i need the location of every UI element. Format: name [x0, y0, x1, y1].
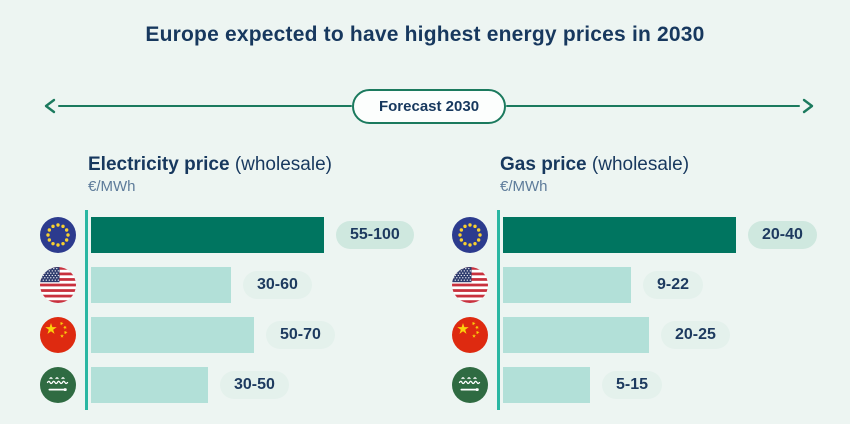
chart-title-bold: Electricity price	[88, 154, 230, 175]
bar-track: 5-15	[497, 360, 850, 410]
value-label-electricity-us: 30-60	[243, 271, 312, 299]
bar-track: 20-25	[497, 310, 850, 360]
row-electricity-us: 30-60	[40, 260, 442, 310]
bar-electricity-saudi	[91, 367, 208, 403]
value-label-gas-saudi: 5-15	[602, 371, 663, 399]
chart-title-bold: Gas price	[500, 154, 587, 175]
timeline-line-right	[506, 104, 801, 108]
forecast-2030-badge: Forecast 2030	[351, 88, 507, 124]
value-label-gas-china: 20-25	[661, 321, 730, 349]
chart-electricity-unit: €/MWh	[88, 178, 136, 195]
value-label-gas-us: 9-22	[643, 271, 704, 299]
bar-track: 30-50	[85, 360, 442, 410]
bar-track: 20-40	[497, 210, 850, 260]
bar-track: 9-22	[497, 260, 850, 310]
bar-track: 50-70	[85, 310, 442, 360]
saudi-arabia-flag-icon	[452, 367, 488, 403]
bar-gas-us	[503, 267, 631, 303]
value-label-electricity-china: 50-70	[266, 321, 335, 349]
chart-electricity-rows: 55-100 30-60 50-70	[40, 210, 442, 410]
page-title: Europe expected to have highest energy p…	[145, 23, 705, 46]
chart-title-suffix: (wholesale)	[234, 154, 332, 175]
china-flag-icon	[452, 317, 488, 353]
value-label-electricity-eu: 55-100	[336, 221, 414, 249]
value-label-electricity-saudi: 30-50	[220, 371, 289, 399]
timeline-line-left	[58, 104, 352, 108]
chart-gas-unit: €/MWh	[500, 178, 548, 195]
chart-electricity-title: Electricity price (wholesale)	[88, 153, 442, 176]
forecast-timeline: Forecast 2030	[42, 87, 816, 125]
chart-electricity: Electricity price (wholesale) €/MWh 55-1…	[40, 153, 442, 410]
arrow-right-icon	[802, 98, 814, 114]
row-gas-sa: 5-15	[452, 360, 850, 410]
bar-electricity-eu	[91, 217, 324, 253]
row-gas-cn: 20-25	[452, 310, 850, 360]
value-label-gas-eu: 20-40	[748, 221, 817, 249]
bar-gas-saudi	[503, 367, 590, 403]
chart-gas: Gas price (wholesale) €/MWh 20-40 9-22	[452, 153, 850, 410]
bar-electricity-us	[91, 267, 231, 303]
bar-gas-eu	[503, 217, 736, 253]
arrow-left-icon	[44, 98, 56, 114]
us-flag-icon	[40, 267, 76, 303]
china-flag-icon	[40, 317, 76, 353]
row-electricity-eu: 55-100	[40, 210, 442, 260]
row-gas-eu: 20-40	[452, 210, 850, 260]
charts-container: Electricity price (wholesale) €/MWh 55-1…	[40, 153, 850, 410]
chart-gas-rows: 20-40 9-22 20-25	[452, 210, 850, 410]
row-electricity-cn: 50-70	[40, 310, 442, 360]
bar-track: 30-60	[85, 260, 442, 310]
us-flag-icon	[452, 267, 488, 303]
chart-title-suffix: (wholesale)	[591, 154, 690, 175]
row-electricity-sa: 30-50	[40, 360, 442, 410]
bar-gas-china	[503, 317, 649, 353]
chart-gas-title: Gas price (wholesale)	[500, 153, 850, 176]
eu-flag-icon	[452, 217, 488, 253]
row-gas-us: 9-22	[452, 260, 850, 310]
bar-track: 55-100	[85, 210, 442, 260]
eu-flag-icon	[40, 217, 76, 253]
saudi-arabia-flag-icon	[40, 367, 76, 403]
bar-electricity-china	[91, 317, 254, 353]
